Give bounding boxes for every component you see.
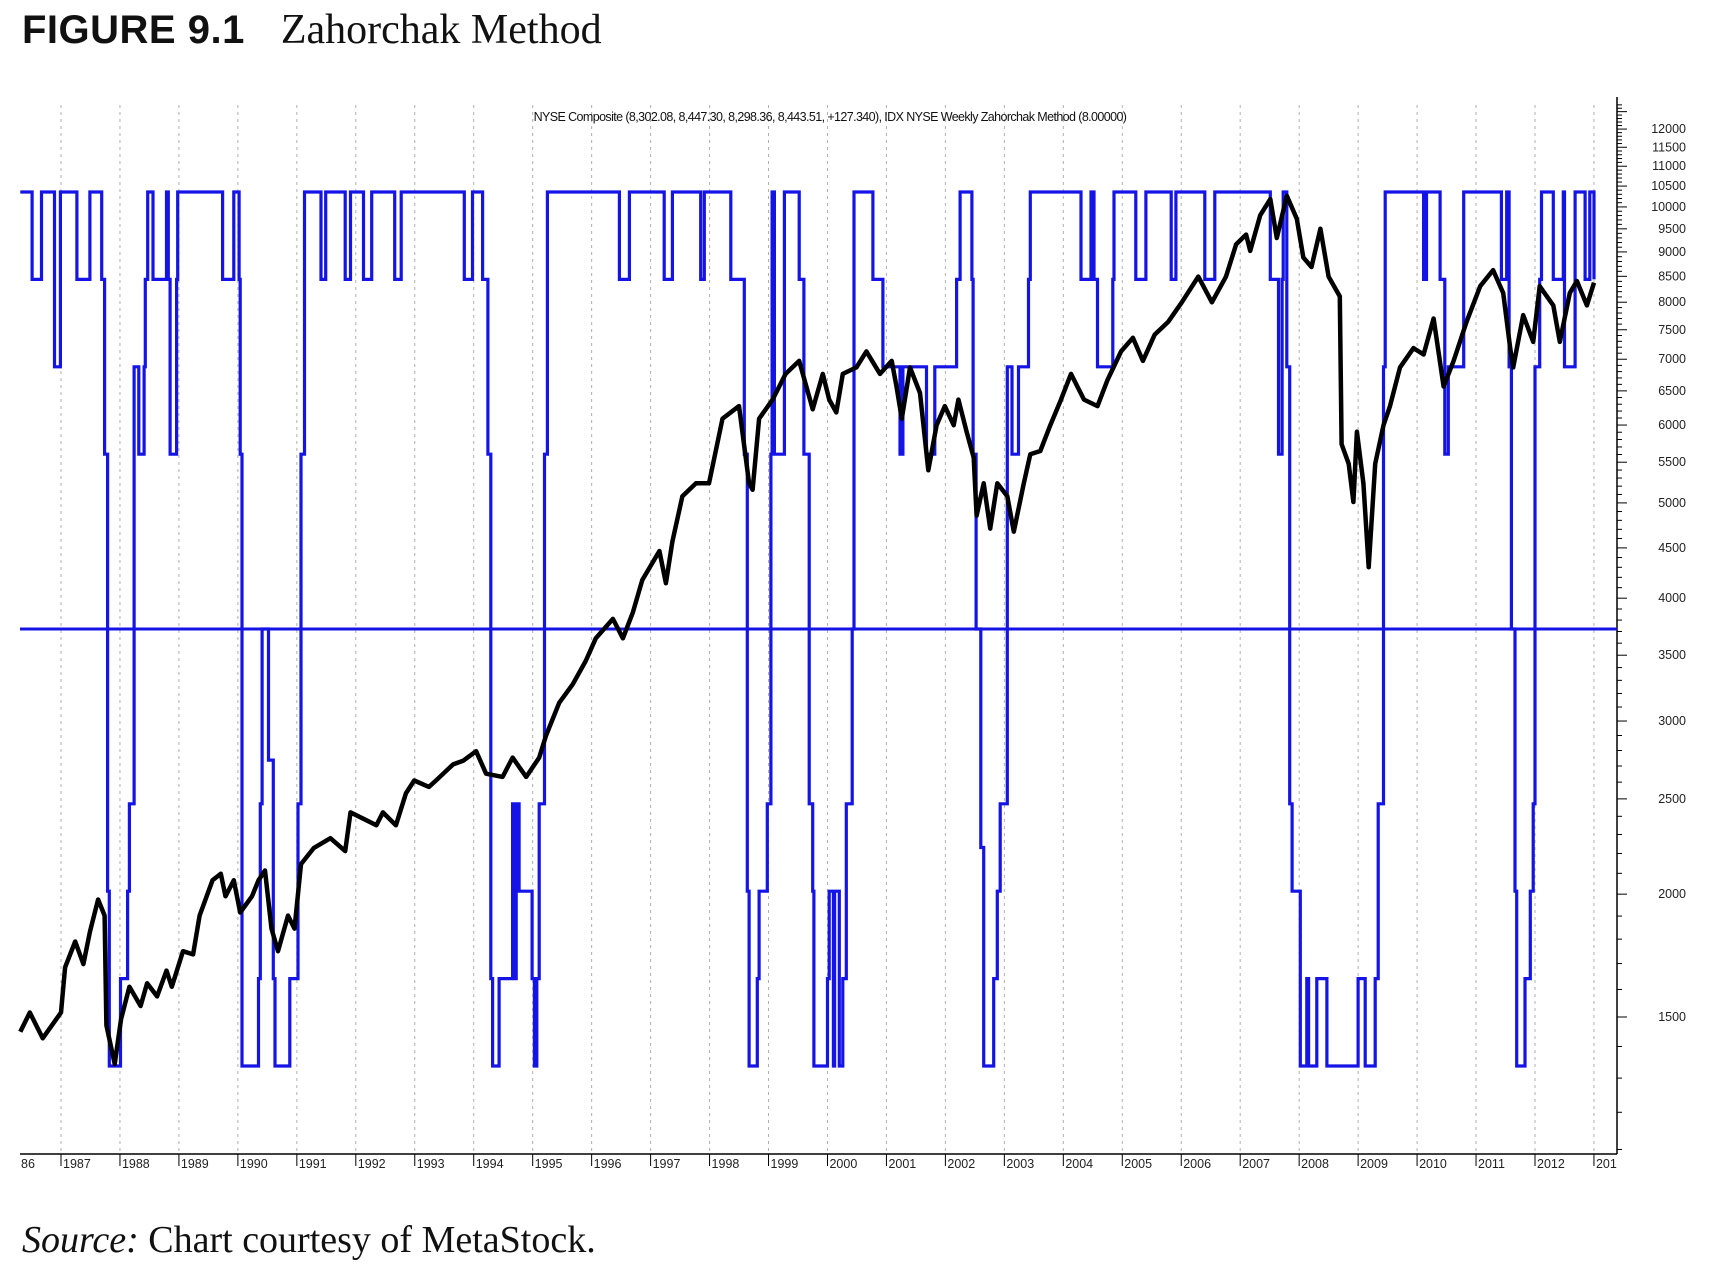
source-caption: Source: Chart courtesy of MetaStock. bbox=[22, 1218, 596, 1262]
x-tick-label: 1995 bbox=[535, 1157, 563, 1171]
price-line bbox=[18, 193, 1597, 1067]
x-tick-label: 1992 bbox=[358, 1157, 386, 1171]
y-tick-label: 9000 bbox=[1658, 245, 1686, 259]
y-tick-label: 3000 bbox=[1658, 714, 1686, 728]
y-tick-label: 2000 bbox=[1658, 887, 1686, 901]
series-layer bbox=[18, 190, 1617, 1068]
y-tick-label: 11000 bbox=[1652, 159, 1686, 173]
y-tick-label: 5000 bbox=[1658, 496, 1686, 510]
y-tick-label: 6000 bbox=[1658, 418, 1686, 432]
x-tick-label: 2009 bbox=[1360, 1157, 1388, 1171]
x-tick-label: 2011 bbox=[1478, 1157, 1505, 1171]
x-tick-label: 1999 bbox=[771, 1157, 799, 1171]
y-tick-label: 4000 bbox=[1658, 591, 1686, 605]
x-tick-label: 1996 bbox=[594, 1157, 622, 1171]
x-tick-label: 2005 bbox=[1124, 1157, 1152, 1171]
x-tick-label: 1994 bbox=[476, 1157, 504, 1171]
x-tick-label: 2004 bbox=[1065, 1157, 1093, 1171]
x-tick-label: 1988 bbox=[122, 1157, 150, 1171]
x-tick-label: 1987 bbox=[63, 1157, 91, 1171]
x-tick-label: 2010 bbox=[1419, 1157, 1447, 1171]
y-tick-label: 3500 bbox=[1658, 648, 1686, 662]
y-tick-label: 2500 bbox=[1658, 792, 1686, 806]
y-tick-label: 6500 bbox=[1658, 384, 1686, 398]
y-tick-label: 5500 bbox=[1658, 455, 1686, 469]
y-tick-label: 7500 bbox=[1658, 323, 1686, 337]
x-tick-label: 2006 bbox=[1183, 1157, 1211, 1171]
x-tick-label: 2007 bbox=[1242, 1157, 1270, 1171]
y-tick-label: 8500 bbox=[1658, 269, 1686, 283]
y-tick-label: 12000 bbox=[1651, 122, 1686, 136]
y-tick-label: 10500 bbox=[1651, 179, 1686, 193]
indicator-line bbox=[20, 190, 1596, 1068]
x-tick-label: 1989 bbox=[181, 1157, 209, 1171]
y-tick-label: 1500 bbox=[1658, 1010, 1686, 1024]
x-tick-label: 2003 bbox=[1006, 1157, 1034, 1171]
x-tick-label: 1997 bbox=[653, 1157, 681, 1171]
y-tick-label: 7000 bbox=[1658, 352, 1686, 366]
source-label: Source: bbox=[22, 1219, 139, 1261]
x-tick-label: 86 bbox=[21, 1157, 35, 1171]
y-tick-label: 4500 bbox=[1658, 541, 1686, 555]
chart-header: NYSE Composite (8,302.08, 8,447.30, 8,29… bbox=[534, 110, 1127, 124]
x-tick-label: 1990 bbox=[240, 1157, 268, 1171]
y-axis: 12000 11500 11000 10500 10000 9500 9000 8500 800… bbox=[1616, 97, 1686, 1154]
x-tick-label: 2008 bbox=[1301, 1157, 1329, 1171]
x-tick-label: 1998 bbox=[712, 1157, 740, 1171]
x-tick-label: 1991 bbox=[299, 1157, 327, 1171]
y-tick-label: 8000 bbox=[1658, 295, 1686, 309]
x-tick-label: 2012 bbox=[1537, 1157, 1565, 1171]
x-tick-label: 2000 bbox=[829, 1157, 857, 1171]
figure-name: Zahorchak Method bbox=[280, 7, 602, 53]
x-tick-label: 2002 bbox=[947, 1157, 975, 1171]
figure-title: FIGURE 9.1 Zahorchak Method bbox=[22, 6, 602, 54]
y-tick-label: 9500 bbox=[1658, 222, 1686, 236]
x-tick-label: 1993 bbox=[417, 1157, 445, 1171]
source-text: Chart courtesy of MetaStock. bbox=[138, 1219, 596, 1261]
figure-number: FIGURE 9.1 bbox=[22, 8, 245, 52]
y-tick-label: 10000 bbox=[1651, 200, 1686, 214]
x-axis: 86 1987 1988 1989 1990 1991 1992 1993 1994 1995 19… bbox=[20, 1153, 1617, 1171]
y-tick-label: 11500 bbox=[1652, 140, 1686, 154]
x-tick-label: 201 bbox=[1596, 1157, 1617, 1171]
x-tick-label: 2001 bbox=[888, 1157, 916, 1171]
